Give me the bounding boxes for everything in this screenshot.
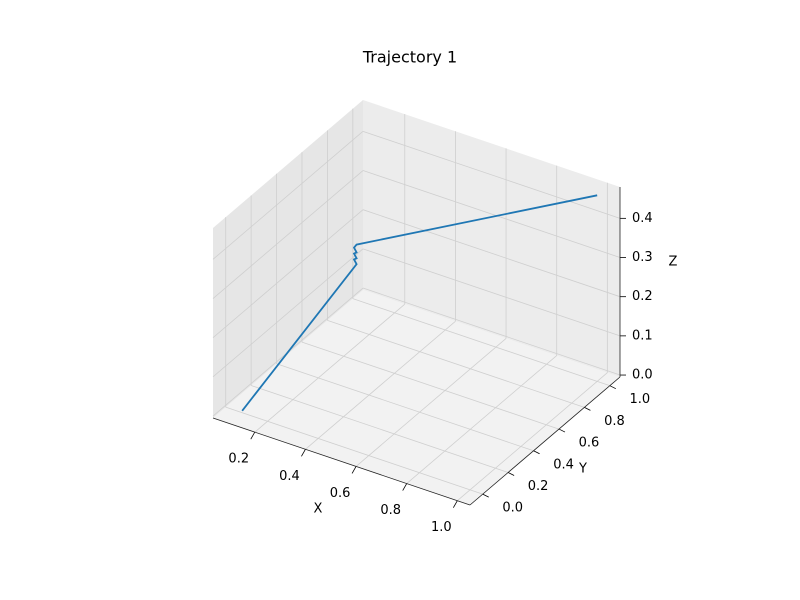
y-axis-line [469, 376, 621, 506]
grid-line [362, 287, 621, 376]
z-tick-label: 0.3 [632, 250, 653, 265]
tick-mark [452, 500, 458, 508]
tick-mark [609, 385, 617, 390]
y-tick-label: 0.4 [553, 457, 574, 472]
y-tick-label: 0.6 [579, 436, 600, 451]
z-tick-label: 0.4 [632, 211, 653, 226]
grid-line [212, 248, 364, 378]
grid-line [406, 355, 557, 484]
tick-mark [507, 472, 515, 476]
grid-line [457, 372, 608, 502]
z-tick-label: 0.2 [632, 289, 653, 304]
grid-line [301, 341, 560, 430]
tick-mark [250, 431, 256, 440]
grid-line [212, 131, 364, 260]
grid-line [362, 130, 621, 219]
trajectory-line [241, 194, 598, 412]
grid-line [212, 209, 364, 338]
tick-mark [533, 450, 540, 455]
x-tick-label: 0.6 [330, 486, 351, 501]
z-axis-label: Z [669, 255, 678, 270]
x-tick-label: 0.2 [228, 452, 249, 467]
grid-line [362, 209, 621, 298]
y-tick-label: 0.2 [528, 479, 549, 494]
x-tick-label: 1.0 [431, 520, 452, 535]
grid-line [355, 338, 507, 467]
left-pane [213, 100, 363, 418]
grid-line [212, 170, 364, 299]
y-tick-label: 0.8 [604, 414, 625, 429]
grid-line [251, 385, 509, 473]
grid-line [327, 319, 585, 408]
grid-line [276, 363, 534, 452]
back-pane [363, 100, 620, 377]
tick-mark [402, 483, 408, 491]
x-tick-label: 0.8 [380, 503, 401, 518]
y-tick-label: 0.0 [502, 501, 523, 516]
grid-line [254, 303, 406, 433]
tick-mark [558, 428, 566, 433]
x-axis-label: X [314, 502, 323, 517]
z-tick-label: 0.1 [632, 328, 653, 343]
x-tick-label: 0.4 [279, 469, 300, 484]
tick-mark [482, 493, 489, 498]
x-axis-line [212, 417, 471, 506]
grid-line [225, 406, 483, 495]
tick-mark [351, 466, 357, 474]
grid-line [352, 298, 610, 387]
z-tick-label: 0.0 [632, 368, 653, 383]
grid-line [305, 320, 456, 450]
y-tick-label: 1.0 [629, 392, 650, 407]
tick-mark [584, 407, 591, 411]
grid-line [362, 248, 621, 337]
chart-title: Trajectory 1 [362, 48, 457, 67]
y-axis-label: Y [578, 462, 587, 477]
grid-line [362, 170, 621, 258]
tick-mark [301, 449, 306, 457]
floor-pane [213, 290, 620, 505]
